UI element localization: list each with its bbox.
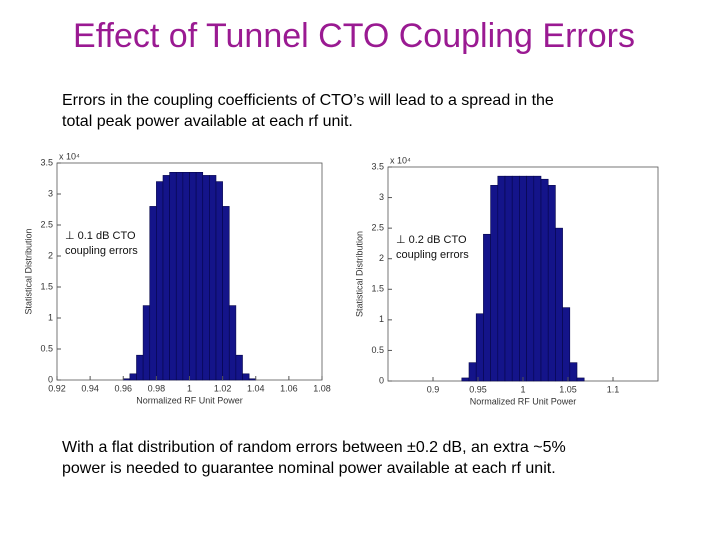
y-axis-label: Statistical Distribution xyxy=(354,231,364,317)
y-tick-label: 2 xyxy=(48,250,53,260)
histogram-bar xyxy=(215,181,223,381)
paragraph-line: Errors in the coupling coefficients of C… xyxy=(62,92,554,109)
x-tick-label: 1.06 xyxy=(280,383,298,393)
histogram-bar xyxy=(169,172,177,381)
paragraph-line: total peak power available at each rf un… xyxy=(62,113,353,130)
histogram-bar xyxy=(235,354,243,381)
annotation: ⊥ 0.1 dB CTO xyxy=(65,230,136,242)
histogram-bar xyxy=(569,362,578,382)
histogram-bar xyxy=(497,175,506,382)
y-tick-label: 3.5 xyxy=(371,161,384,171)
x-tick-label: 1.05 xyxy=(559,384,577,394)
y-tick-label: 0 xyxy=(48,374,53,384)
y-tick-label: 1.5 xyxy=(40,281,53,291)
y-tick-label: 1.5 xyxy=(371,284,384,294)
x-tick-label: 0.94 xyxy=(81,383,99,393)
y-tick-label: 3 xyxy=(379,192,384,202)
chart: 0 0.5 1 1.5 2 2.5 3 3.5 0.92 0.94 0.96 0.98 1 1.02 1.0… xyxy=(23,151,330,405)
y-tick-label: 1 xyxy=(379,314,384,324)
x-tick-label: 0.9 xyxy=(427,384,440,394)
histogram-bar xyxy=(162,175,170,381)
x-tick-label: 1.08 xyxy=(313,383,331,393)
histogram-bar xyxy=(504,175,513,382)
y-tick-label: 0.5 xyxy=(371,345,384,355)
histogram-bar xyxy=(511,175,520,382)
x-tick-label: 1.1 xyxy=(607,384,620,394)
x-tick-label: 1.02 xyxy=(214,383,232,393)
y-tick-label: 3.5 xyxy=(40,157,53,167)
paragraph-line: power is needed to guarantee nominal pow… xyxy=(62,460,556,477)
y-tick-label: 1 xyxy=(48,312,53,322)
y-tick-label: 3 xyxy=(48,188,53,198)
x-tick-label: 0.95 xyxy=(469,384,487,394)
histogram-bar xyxy=(547,185,556,382)
histogram-bar xyxy=(129,373,137,381)
chart: 0 0.5 1 1.5 2 2.5 3 3.5 0.9 0.95 1 1.05 1.1 Normalize… xyxy=(354,155,659,406)
histogram-bar xyxy=(483,233,491,382)
x-axis-label: Normalized RF Unit Power xyxy=(136,395,243,405)
histogram-bar xyxy=(149,206,157,381)
histogram-bar xyxy=(242,373,250,381)
histogram-bar xyxy=(122,378,131,381)
annotation: coupling errors xyxy=(396,249,469,261)
x-tick-label: 0.96 xyxy=(114,383,132,393)
slide-title: Effect of Tunnel CTO Coupling Errors xyxy=(73,17,635,55)
y-tick-label: 0 xyxy=(379,375,384,385)
x-tick-label: 1 xyxy=(520,384,525,394)
histogram-bar xyxy=(156,181,164,381)
histogram-bar xyxy=(228,305,237,381)
x-tick-label: 1.04 xyxy=(247,383,265,393)
x-tick-label: 0.92 xyxy=(48,383,66,393)
histogram-bar xyxy=(490,185,499,382)
histogram-bar xyxy=(222,206,230,381)
histogram-bar xyxy=(182,172,190,381)
x-tick-label: 1 xyxy=(187,383,192,393)
histogram-bar xyxy=(142,305,151,381)
histogram-bar xyxy=(533,175,542,382)
x-axis-label: Normalized RF Unit Power xyxy=(470,396,577,406)
y-multiplier: x 10⁴ xyxy=(59,151,80,161)
histogram-bar xyxy=(136,354,144,381)
histogram-bar xyxy=(540,178,549,382)
histogram-bar xyxy=(475,313,484,382)
histogram-bar xyxy=(576,377,585,382)
histogram-bar xyxy=(175,172,184,381)
histogram-bar xyxy=(468,362,477,382)
histogram-bar xyxy=(189,172,197,381)
paragraph-line: With a flat distribution of random error… xyxy=(62,439,566,456)
histogram-bar xyxy=(202,175,210,381)
y-axis-label: Statistical Distribution xyxy=(23,228,33,314)
histogram-bar xyxy=(195,172,204,381)
histogram-bar xyxy=(248,378,257,381)
histogram-bar xyxy=(526,175,535,382)
annotation: coupling errors xyxy=(65,245,138,257)
histogram-bar xyxy=(562,307,571,382)
histogram-bar xyxy=(209,175,217,381)
x-tick-label: 0.98 xyxy=(148,383,166,393)
y-multiplier: x 10⁴ xyxy=(390,155,411,165)
histogram-bar xyxy=(555,227,563,382)
y-tick-label: 2.5 xyxy=(40,219,53,229)
y-tick-label: 2 xyxy=(379,253,384,263)
y-tick-label: 0.5 xyxy=(40,343,53,353)
annotation: ⊥ 0.2 dB CTO xyxy=(396,234,467,246)
y-tick-label: 2.5 xyxy=(371,223,384,233)
histogram-bar xyxy=(519,175,527,382)
histogram-bar xyxy=(461,377,470,382)
